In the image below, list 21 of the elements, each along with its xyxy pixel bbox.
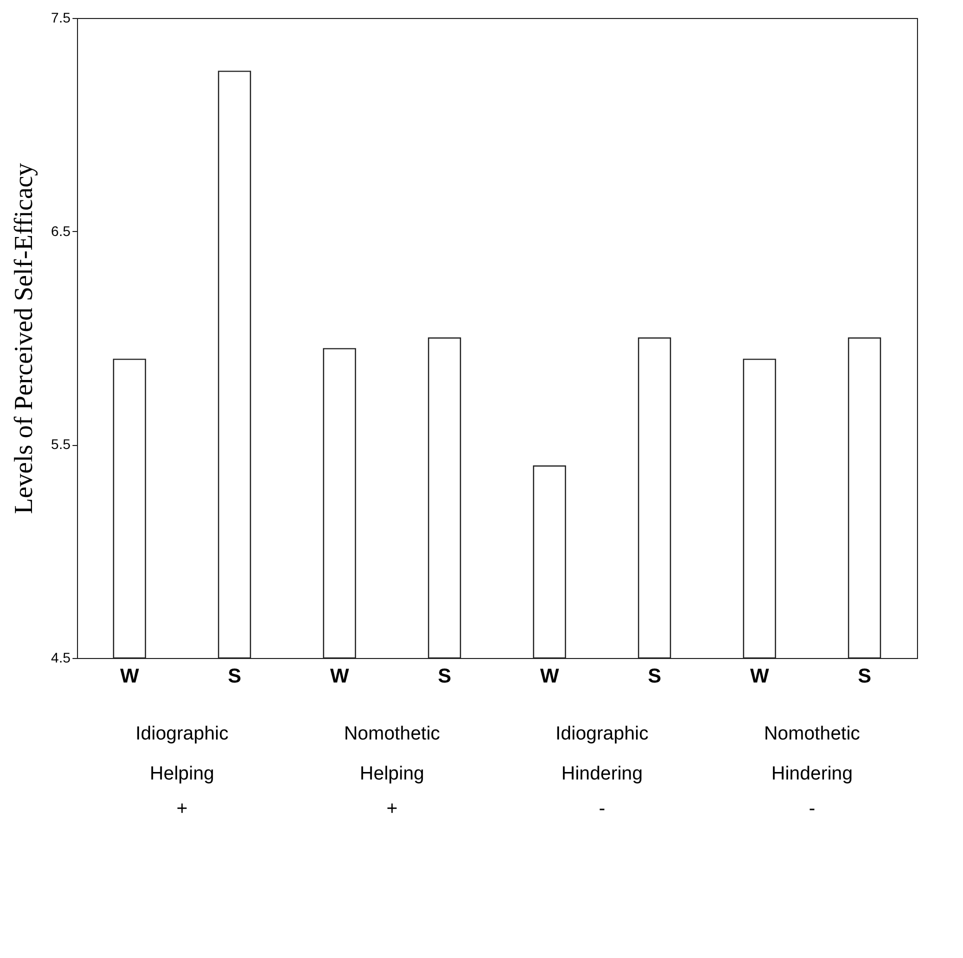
text: - bbox=[598, 798, 606, 820]
text: Nomothetic Helping bbox=[344, 724, 440, 784]
x-tick-label: W bbox=[120, 666, 140, 688]
text: Idiographic Hindering bbox=[556, 724, 648, 784]
text: + bbox=[176, 798, 188, 820]
x-tick-label: S bbox=[858, 666, 872, 688]
text: Nomothetic Hindering bbox=[764, 724, 860, 784]
y-tick-label: 4.5 bbox=[51, 650, 71, 666]
y-tick-label: 6.5 bbox=[51, 222, 71, 239]
text: Idiographic Helping bbox=[136, 724, 228, 784]
y-tick-label: 5.5 bbox=[51, 436, 71, 452]
y-axis-title: Levels of Perceived Self-Efficacy bbox=[9, 162, 38, 514]
x-tick-label: S bbox=[438, 666, 452, 688]
x-tick-label: S bbox=[228, 666, 242, 688]
y-tick-label: 7.5 bbox=[51, 10, 71, 26]
x-tick-label: S bbox=[648, 666, 662, 688]
text: + bbox=[386, 798, 398, 820]
x-tick-label: W bbox=[750, 666, 770, 688]
x-tick-label: W bbox=[330, 666, 350, 688]
x-tick-label: W bbox=[540, 666, 560, 688]
text: - bbox=[808, 798, 816, 820]
